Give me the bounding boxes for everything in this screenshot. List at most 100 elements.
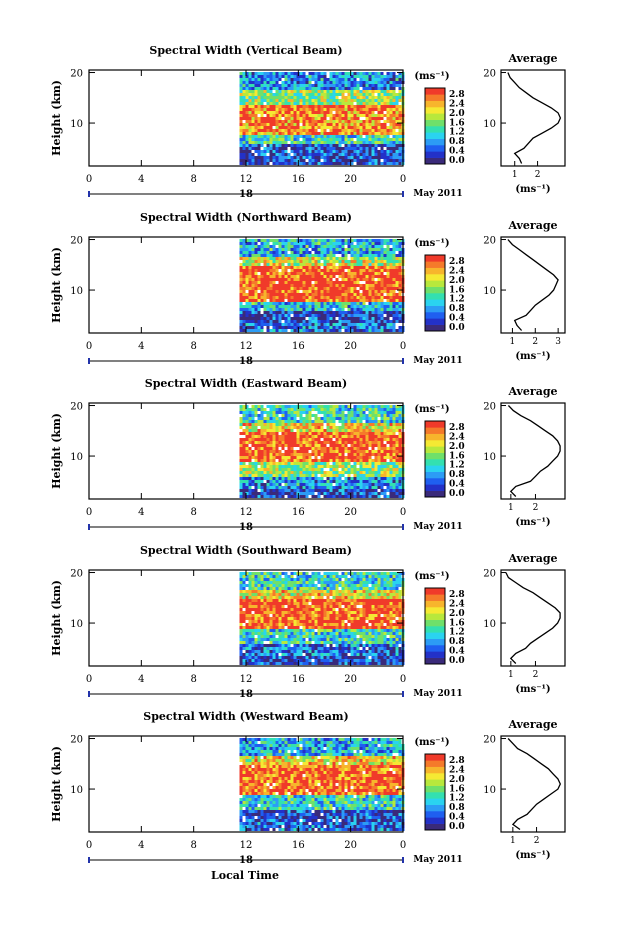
heatmap-cell: [251, 453, 255, 456]
heatmap-cell: [332, 450, 336, 453]
heatmap-cell: [266, 99, 270, 102]
profile-frame: [500, 236, 566, 334]
heatmap-cell: [314, 483, 318, 486]
heatmap-cell: [329, 408, 333, 411]
profile-x-tick-label: 1: [510, 337, 516, 347]
heatmap-cell: [269, 414, 273, 417]
heatmap-cell: [356, 272, 360, 275]
heatmap-cell: [326, 429, 330, 432]
heatmap-cell: [260, 326, 264, 329]
heatmap-cell: [242, 269, 246, 272]
heatmap-cell: [362, 441, 366, 444]
heatmap-cell: [398, 314, 402, 317]
heatmap-cell: [365, 102, 369, 105]
heatmap-cell: [341, 153, 345, 156]
heatmap-cell: [254, 308, 258, 311]
heatmap-cell: [278, 293, 282, 296]
heatmap-cell: [338, 147, 342, 150]
heatmap-cell: [296, 263, 300, 266]
heatmap-cell: [245, 459, 249, 462]
heatmap-cell: [302, 441, 306, 444]
heatmap-cell: [308, 432, 312, 435]
heatmap-cell: [359, 144, 363, 147]
heatmap-cell: [329, 426, 333, 429]
heatmap-cell: [383, 239, 387, 242]
heatmap-cell: [377, 251, 381, 254]
heatmap-cell: [287, 293, 291, 296]
heatmap-cell: [251, 287, 255, 290]
heatmap-cell: [275, 311, 279, 314]
heatmap-cell: [341, 405, 345, 408]
heatmap-cell: [353, 144, 357, 147]
heatmap-cell: [386, 408, 390, 411]
heatmap-cell: [365, 251, 369, 254]
heatmap-cell: [386, 147, 390, 150]
heatmap-cell: [338, 105, 342, 108]
heatmap-cell: [392, 450, 396, 453]
heatmap-cell: [380, 287, 384, 290]
heatmap-cell: [368, 305, 372, 308]
heatmap-cell: [314, 108, 318, 111]
heatmap-cell: [296, 114, 300, 117]
heatmap-cell: [365, 290, 369, 293]
heatmap-cell: [254, 272, 258, 275]
heatmap-cell: [323, 72, 327, 75]
heatmap-cell: [308, 239, 312, 242]
heatmap-cell: [254, 147, 258, 150]
heatmap-cell: [347, 75, 351, 78]
heatmap-cell: [392, 489, 396, 492]
heatmap-cell: [311, 162, 315, 165]
heatmap-cell: [362, 147, 366, 150]
heatmap-cell: [353, 459, 357, 462]
heatmap-cell: [374, 90, 378, 93]
colorbar-tick-label: 0.8: [449, 137, 465, 147]
heatmap-cell: [254, 72, 258, 75]
heatmap-cell: [248, 453, 252, 456]
heatmap-cell: [296, 311, 300, 314]
heatmap-cell: [317, 471, 321, 474]
heatmap-cell: [383, 447, 387, 450]
heatmap-cell: [392, 269, 396, 272]
heatmap-cell: [308, 420, 312, 423]
heatmap-cell: [374, 147, 378, 150]
heatmap-cell: [254, 132, 258, 135]
heatmap-cell: [335, 144, 339, 147]
heatmap-cell: [278, 75, 282, 78]
heatmap-cell: [290, 269, 294, 272]
heatmap-cell: [383, 260, 387, 263]
heatmap-cell: [269, 129, 273, 132]
heatmap-cell: [320, 287, 324, 290]
heatmap-cell: [344, 129, 348, 132]
heatmap-cell: [275, 102, 279, 105]
heatmap-cell: [329, 468, 333, 471]
heatmap-cell: [248, 111, 252, 114]
heatmap-cell: [305, 275, 309, 278]
heatmap-cell: [371, 245, 375, 248]
heatmap-cell: [305, 480, 309, 483]
heatmap-cell: [329, 90, 333, 93]
heatmap-cell: [320, 105, 324, 108]
heatmap-cell: [299, 141, 303, 144]
panels: Spectral Width (Vertical Beam)2010Height…: [50, 44, 566, 866]
heatmap-cell: [239, 275, 243, 278]
heatmap-cell: [302, 266, 306, 269]
heatmap-cell: [242, 492, 246, 495]
heatmap-cell: [311, 242, 315, 245]
heatmap-cell: [266, 93, 270, 96]
heatmap-cell: [272, 269, 276, 272]
heatmap-cell: [314, 450, 318, 453]
heatmap-cell: [287, 278, 291, 281]
heatmap-cell: [365, 483, 369, 486]
heatmap-cell: [239, 426, 243, 429]
heatmap-cell: [371, 147, 375, 150]
heatmap-cell: [365, 138, 369, 141]
heatmap-cell: [368, 317, 372, 320]
heatmap-cell: [353, 263, 357, 266]
heatmap-cell: [347, 284, 351, 287]
heatmap-cell: [245, 483, 249, 486]
heatmap-cell: [329, 84, 333, 87]
heatmap-cell: [299, 426, 303, 429]
heatmap-cell: [281, 447, 285, 450]
heatmap-cell: [380, 423, 384, 426]
heatmap-cell: [356, 317, 360, 320]
